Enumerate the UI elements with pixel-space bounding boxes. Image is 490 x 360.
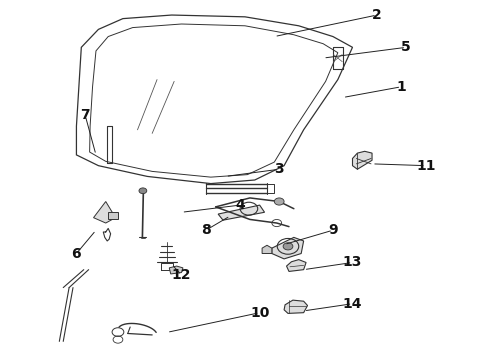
Polygon shape xyxy=(108,212,118,220)
Polygon shape xyxy=(352,151,372,169)
Text: 6: 6 xyxy=(72,247,81,261)
Text: 8: 8 xyxy=(201,223,211,237)
Text: 11: 11 xyxy=(416,159,436,173)
Circle shape xyxy=(283,243,293,250)
Polygon shape xyxy=(272,237,304,259)
Text: 10: 10 xyxy=(250,306,270,320)
Text: 5: 5 xyxy=(401,40,411,54)
Text: 9: 9 xyxy=(328,223,338,237)
Circle shape xyxy=(139,188,147,194)
Polygon shape xyxy=(169,266,183,274)
Polygon shape xyxy=(262,245,272,253)
Polygon shape xyxy=(218,205,265,220)
Polygon shape xyxy=(284,300,308,314)
Polygon shape xyxy=(287,260,306,271)
Polygon shape xyxy=(94,202,116,223)
Text: 7: 7 xyxy=(80,108,90,122)
Text: 14: 14 xyxy=(343,297,362,311)
Text: 4: 4 xyxy=(235,198,245,212)
Text: 12: 12 xyxy=(172,268,191,282)
Text: 13: 13 xyxy=(343,256,362,270)
Circle shape xyxy=(274,198,284,205)
Text: 1: 1 xyxy=(396,80,406,94)
Text: 2: 2 xyxy=(372,8,382,22)
Text: 3: 3 xyxy=(274,162,284,176)
